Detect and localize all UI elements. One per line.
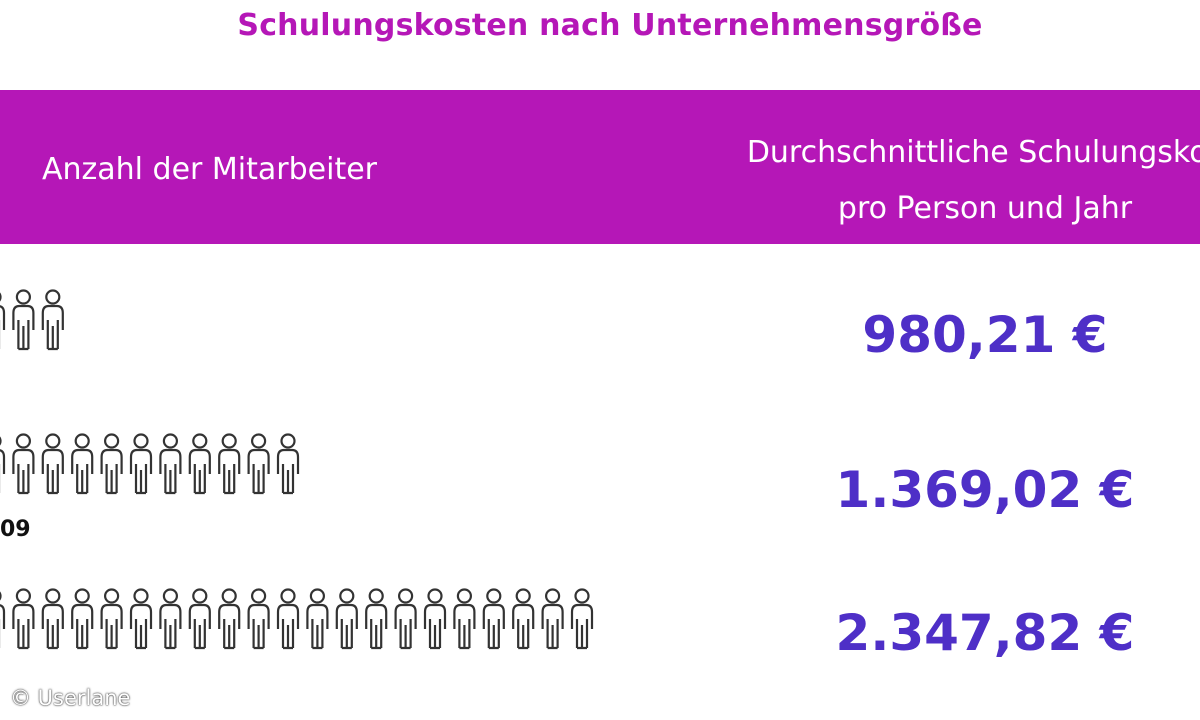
row-2-label: 09 bbox=[0, 517, 31, 542]
person-icon bbox=[482, 588, 505, 650]
person-icon bbox=[247, 588, 270, 650]
person-icon bbox=[129, 433, 153, 495]
person-icon bbox=[0, 436, 6, 493]
column-header-cost-line1: Durchschnittliche Schulungskos bbox=[746, 135, 1200, 170]
person-icon bbox=[541, 588, 564, 650]
person-icon bbox=[12, 289, 35, 351]
person-icon bbox=[365, 588, 388, 650]
person-icon bbox=[12, 433, 35, 495]
person-icon bbox=[129, 588, 153, 650]
person-icon bbox=[41, 433, 64, 495]
person-icon bbox=[218, 588, 241, 650]
person-icon bbox=[100, 588, 123, 650]
person-icon bbox=[276, 433, 300, 495]
person-icon bbox=[276, 588, 300, 650]
row-3-value: 2.347,82 € bbox=[835, 604, 1135, 662]
row-1-person-icons bbox=[0, 289, 64, 351]
person-icon bbox=[71, 433, 94, 495]
copyright-notice: © Userlane bbox=[10, 686, 131, 710]
person-icon bbox=[423, 588, 447, 650]
person-icon bbox=[41, 588, 64, 650]
column-header-cost: Durchschnittliche Schulungskos pro Perso… bbox=[700, 125, 1200, 237]
person-icon bbox=[218, 433, 241, 495]
column-header-cost-line2: pro Person und Jahr bbox=[837, 191, 1133, 226]
person-icon bbox=[12, 588, 35, 650]
person-icon bbox=[394, 588, 417, 650]
row-2-person-icons bbox=[0, 433, 300, 495]
person-icon bbox=[0, 591, 6, 648]
person-icon bbox=[188, 433, 211, 495]
row-1-value: 980,21 € bbox=[862, 306, 1108, 364]
column-header-employees: Anzahl der Mitarbeiter bbox=[42, 152, 378, 187]
person-icon bbox=[247, 433, 270, 495]
person-icon bbox=[188, 588, 211, 650]
person-icon bbox=[306, 588, 329, 650]
person-icon bbox=[100, 433, 123, 495]
person-icon bbox=[0, 292, 6, 349]
chart-title: Schulungskosten nach Unternehmensgröße bbox=[237, 8, 983, 43]
person-icon bbox=[159, 433, 182, 495]
person-icon bbox=[335, 588, 358, 650]
person-icon bbox=[159, 588, 182, 650]
person-icon bbox=[41, 289, 64, 351]
row-2-value: 1.369,02 € bbox=[835, 461, 1135, 519]
row-3-person-icons bbox=[0, 588, 594, 650]
table-header bbox=[0, 90, 1200, 244]
person-icon bbox=[71, 588, 94, 650]
person-icon bbox=[512, 588, 535, 650]
person-icon bbox=[570, 588, 594, 650]
person-icon bbox=[453, 588, 476, 650]
